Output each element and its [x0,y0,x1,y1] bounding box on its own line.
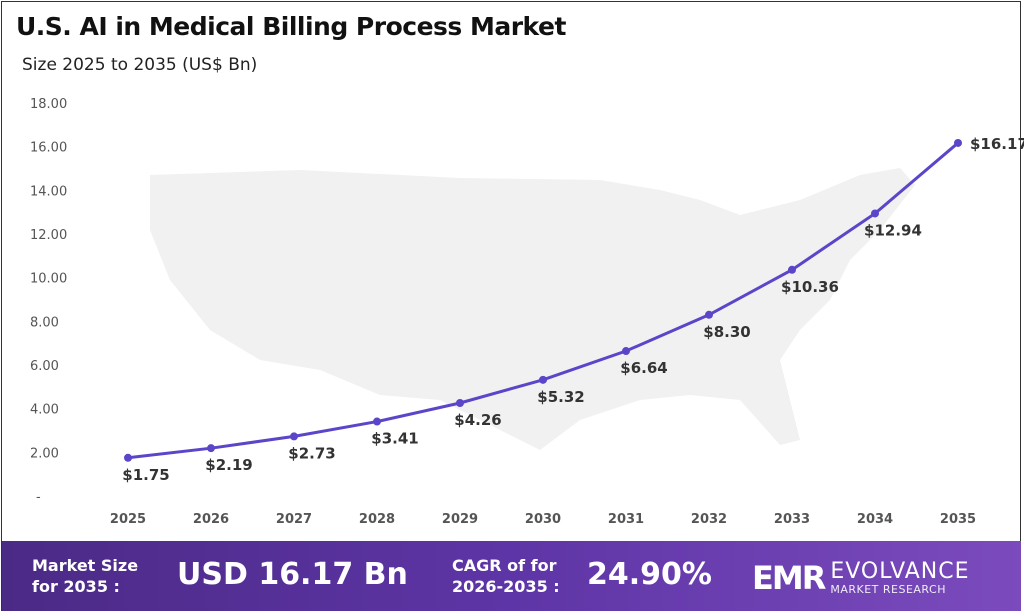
x-tick-label: 2033 [774,512,810,527]
y-tick-label: 16.00 [30,141,67,156]
us-map-silhouette [150,168,915,450]
data-point [456,398,464,407]
cagr-label-line2: 2026-2035 : [452,577,560,596]
data-label: $5.32 [537,388,584,406]
x-tick-label: 2031 [608,512,644,527]
x-tick-label: 2030 [525,512,561,527]
data-point [788,265,796,274]
data-label: $2.73 [288,444,335,462]
data-label: $1.75 [122,466,169,484]
x-tick-label: 2034 [857,512,893,527]
x-tick-label: 2032 [691,512,727,527]
market-size-label-line2: for 2035 : [32,577,120,596]
logo-mark: EMR [752,559,826,597]
chart-title: U.S. AI in Medical Billing Process Marke… [16,12,566,41]
summary-banner: Market Size for 2035 : USD 16.17 Bn CAGR… [2,541,1021,611]
market-size-value: USD 16.17 Bn [177,557,408,592]
y-tick-label: 10.00 [30,272,67,287]
cagr-value: 24.90% [587,557,712,592]
data-label: $3.41 [371,430,418,448]
data-point [539,375,547,384]
data-point [705,310,713,319]
x-tick-label: 2028 [359,512,395,527]
y-tick-label: 8.00 [30,315,59,330]
logo-subtitle: MARKET RESEARCH [830,582,946,596]
data-label: $2.19 [205,456,252,474]
y-tick-label: 12.00 [30,228,67,243]
x-tick-label: 2035 [940,512,976,527]
line-chart: - 2.00 4.00 6.00 8.00 10.00 12.00 14.00 16.00 18.… [30,97,1024,527]
data-point [290,432,298,441]
x-tick-label: 2025 [110,512,146,527]
y-tick-label: 6.00 [30,359,59,374]
data-label: $6.64 [620,359,667,377]
x-tick-label: 2026 [193,512,229,527]
cagr-label-line1: CAGR of for [452,556,557,575]
logo-name: EVOLVANCE [830,558,970,584]
data-label: $10.36 [781,278,839,296]
market-size-label: Market Size for 2035 : [32,555,138,597]
data-label: $8.30 [703,323,750,341]
y-tick-label: 14.00 [30,184,67,199]
chart-subtitle: Size 2025 to 2035 (US$ Bn) [22,55,258,75]
y-tick-label: 4.00 [30,403,59,418]
y-tick-label: 18.00 [30,97,67,112]
data-point [207,444,215,453]
y-tick-label: - [36,490,41,505]
y-tick-label: 2.00 [30,446,59,461]
x-tick-label: 2027 [276,512,312,527]
data-label: $16.17 [970,135,1024,153]
market-size-label-line1: Market Size [32,556,139,575]
data-point [622,347,630,356]
cagr-label: CAGR of for 2026-2035 : [452,555,560,597]
data-point [373,417,381,426]
evolvance-logo: EMR EVOLVANCE MARKET RESEARCH [752,559,969,597]
data-point [871,209,879,218]
data-point [124,453,132,462]
x-tick-label: 2029 [442,512,478,527]
data-label: $4.26 [454,411,501,429]
data-label: $12.94 [864,221,922,239]
data-point [954,138,962,147]
